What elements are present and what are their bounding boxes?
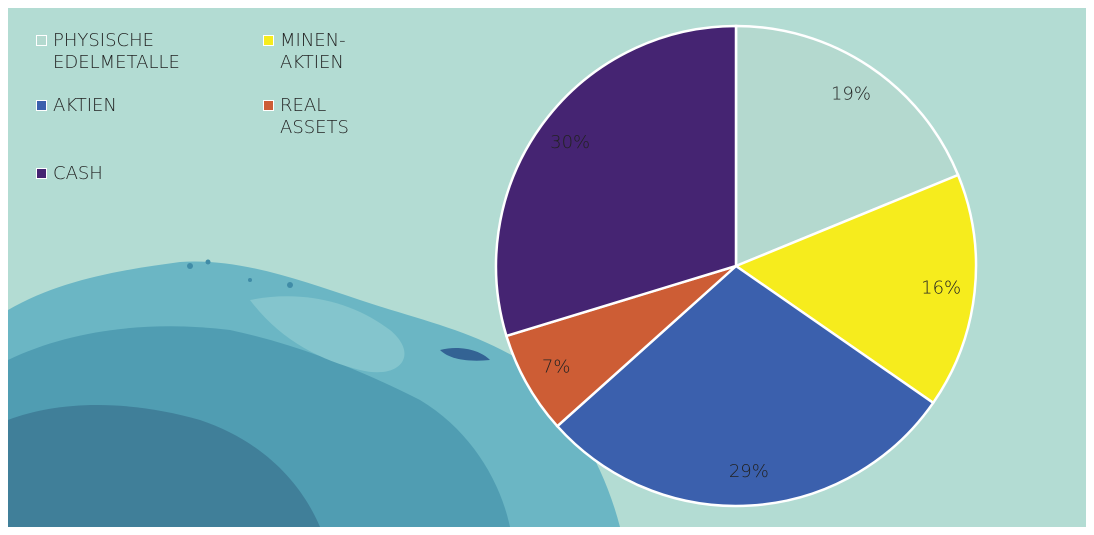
pie: 19% 16% 29% 7% 30% [494,24,978,508]
legend-label: AKTIEN [53,95,117,116]
pie-slice [734,24,960,268]
data-label: 19% [831,84,871,105]
data-label: 16% [921,277,961,298]
legend-item: REAL ASSETS [263,95,360,139]
legend-item: PHYSISCHE EDELMETALLE [36,30,213,74]
legend-swatch [36,100,47,111]
pie-slice [504,264,737,428]
legend-label: CASH [53,163,103,184]
watercolor-decoration [8,259,620,527]
legend-swatch [36,168,47,179]
legend-swatch [263,35,274,46]
pie-slice [555,264,935,508]
legend-item: MINEN-AKTIEN [263,30,356,74]
legend-item: AKTIEN [36,95,213,117]
legend-label: MINEN-AKTIEN [280,30,346,73]
legend-label: REAL ASSETS [280,95,349,138]
pie-slice [494,24,738,338]
legend-item: CASH [36,163,213,185]
legend-swatch [36,35,47,46]
legend-label: PHYSISCHE EDELMETALLE [53,30,180,73]
legend-swatch [263,100,274,111]
data-label: 30% [550,132,590,153]
data-label: 7% [542,356,571,377]
pie-slice [733,173,978,405]
data-label: 29% [729,461,769,482]
